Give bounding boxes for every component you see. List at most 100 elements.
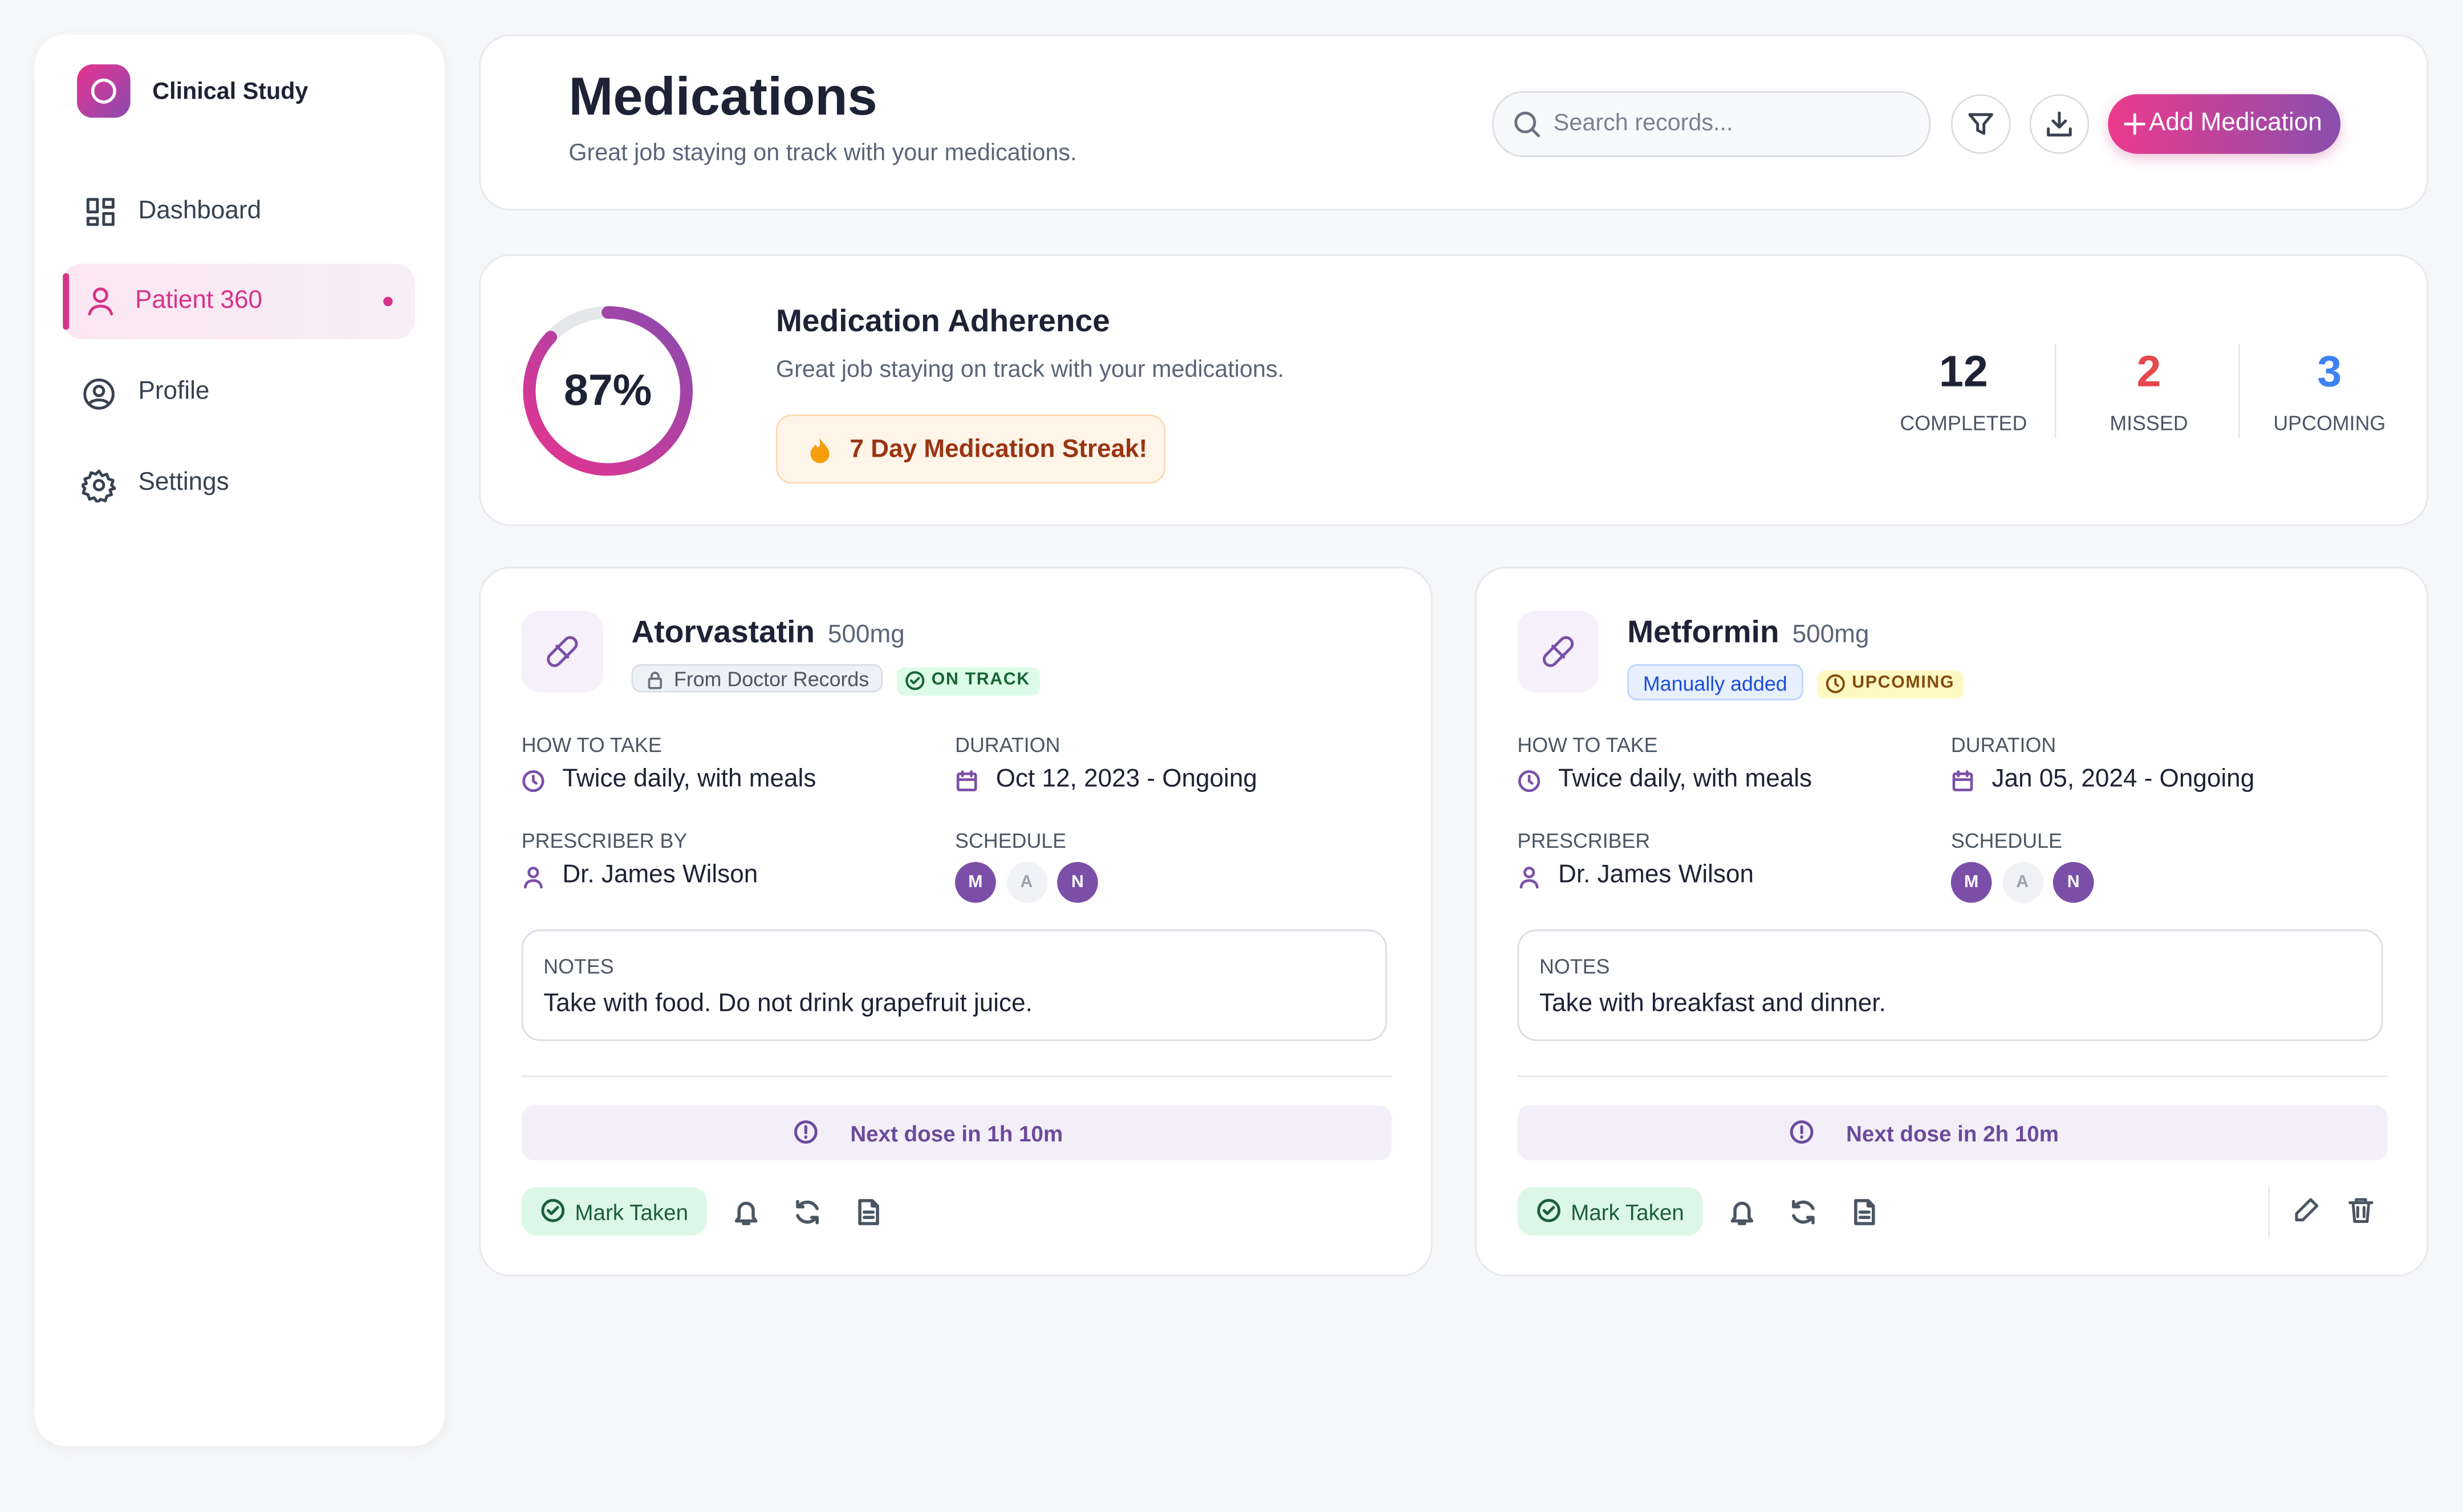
icon: [956, 770, 977, 791]
nav-item-active[interactable]: Patient 360: [63, 263, 415, 339]
notes-label: NOTES: [1539, 954, 1610, 978]
field-label: HOW TO TAKE: [1517, 733, 1658, 757]
icon: [2047, 111, 2072, 137]
field-label: DURATION: [955, 733, 1060, 757]
schedule-dot: M: [955, 861, 996, 903]
delete-icon[interactable]: [2347, 1196, 2375, 1225]
nav-label: Profile: [138, 378, 210, 405]
icon: [1968, 113, 1993, 135]
medication-card: Atorvastatin 500mg From Doctor Records ON T…: [479, 567, 1433, 1277]
field-value: Jan 05, 2024 - Ongoing: [1991, 766, 2255, 793]
nav-item[interactable]: Settings: [63, 446, 414, 521]
dose: 500mg: [827, 621, 905, 649]
mark-taken-button[interactable]: Mark Taken: [1517, 1186, 1703, 1236]
field-label: PRESCRIBER BY: [521, 829, 688, 853]
schedule-dot: A: [2002, 861, 2043, 903]
header: Medications Great job staying on track w…: [479, 34, 2429, 211]
flame: [810, 438, 830, 464]
icon: [522, 770, 544, 792]
sidebar: Clinical Study Dashboard Patient 360 Pro…: [34, 34, 445, 1446]
icon: [2124, 113, 2146, 135]
field-value: Twice daily, with meals: [562, 766, 816, 793]
field-value: Dr. James Wilson: [562, 861, 758, 889]
schedule-dot: N: [2052, 861, 2094, 903]
divider: [2268, 1186, 2270, 1238]
field-label: SCHEDULE: [1950, 829, 2062, 853]
nav-label: Patient 360: [135, 287, 262, 314]
icon: [1952, 770, 1973, 791]
field-value: Dr. James Wilson: [1558, 861, 1754, 889]
status-badge: UPCOMING: [1817, 670, 1964, 699]
page-title: Medications: [568, 67, 877, 128]
notes-box: NOTES Take with breakfast and dinner.: [1517, 929, 2383, 1041]
download-button[interactable]: [2029, 94, 2090, 154]
search[interactable]: Search records...: [1492, 91, 1931, 157]
medication-card: Metformin 500mg Manually added UPCOMING HOW …: [1475, 567, 2429, 1277]
icon: [82, 469, 116, 503]
icon: [547, 636, 578, 667]
icon: [1518, 770, 1541, 792]
icon: [734, 1201, 758, 1225]
adherence-ring: [523, 306, 693, 476]
icon: [1792, 1200, 1815, 1225]
adherence-percent: 87%: [563, 365, 652, 415]
icon: [86, 198, 115, 226]
source-badge: Manually added: [1627, 664, 1803, 701]
notes-text: Take with breakfast and dinner.: [1539, 990, 1886, 1018]
field-value: Twice daily, with meals: [1558, 766, 1812, 793]
field-label: PRESCRIBER: [1517, 829, 1651, 853]
next-dose-bar: Next dose in 1h 10m: [521, 1105, 1392, 1161]
mark-taken-button[interactable]: Mark Taken: [521, 1186, 708, 1236]
add-button[interactable]: Add Medication: [2108, 94, 2341, 154]
add-label: Add Medication: [2148, 109, 2322, 137]
medication-name: Atorvastatin: [631, 615, 815, 651]
page-subtitle: Great job staying on track with your med…: [568, 140, 1077, 166]
logo-ring: [91, 78, 116, 104]
schedule-dot: A: [1006, 861, 1047, 903]
icon: [1826, 674, 1845, 693]
field-label: SCHEDULE: [955, 829, 1067, 853]
icon: [1514, 111, 1541, 137]
icon: [83, 378, 115, 410]
active-bar: [63, 273, 70, 330]
icon: [88, 287, 113, 316]
nav-label: Dashboard: [138, 197, 262, 225]
schedule-dot: M: [1950, 861, 1992, 903]
pill-icon-box: [1517, 611, 1599, 693]
stat-divider: [2237, 344, 2240, 438]
nav-item[interactable]: Profile: [63, 355, 414, 430]
icon: [1542, 636, 1574, 667]
stat-divider: [2054, 344, 2056, 438]
nav-label: Settings: [138, 469, 229, 497]
filter-button[interactable]: [1950, 94, 2011, 154]
next-dose-text: Next dose in 2h 10m: [1846, 1121, 2059, 1147]
icon: [541, 1198, 565, 1222]
nav-item[interactable]: Dashboard: [63, 174, 414, 250]
adherence-card: 87% Medication Adherence Great job stayi…: [479, 254, 2429, 526]
icon: [1790, 1120, 1814, 1144]
next-dose-text: Next dose in 1h 10m: [850, 1121, 1063, 1147]
stat-label: UPCOMING: [2273, 411, 2386, 435]
notes-text: Take with food. Do not drink grapefruit …: [543, 990, 1033, 1018]
icon: [858, 1199, 879, 1225]
dose: 500mg: [1792, 621, 1869, 649]
brand: Clinical Study: [152, 78, 308, 105]
notes-label: NOTES: [543, 954, 614, 978]
icon: [1854, 1199, 1875, 1225]
pill-icon-box: [521, 611, 603, 693]
divider: [521, 1075, 1392, 1078]
divider: [1517, 1075, 2388, 1078]
schedule-dot: N: [1057, 861, 1098, 903]
logo: [76, 64, 131, 118]
icon: [1537, 1198, 1560, 1222]
stat-value: 2: [2136, 347, 2161, 396]
icon: [794, 1120, 818, 1144]
icon: [1519, 867, 1539, 889]
icon: [523, 867, 543, 889]
edit-icon[interactable]: [2292, 1196, 2320, 1225]
notes-box: NOTES Take with food. Do not drink grapef…: [521, 929, 1387, 1041]
stat-value: 3: [2317, 347, 2342, 396]
source-badge: From Doctor Records: [631, 664, 884, 693]
